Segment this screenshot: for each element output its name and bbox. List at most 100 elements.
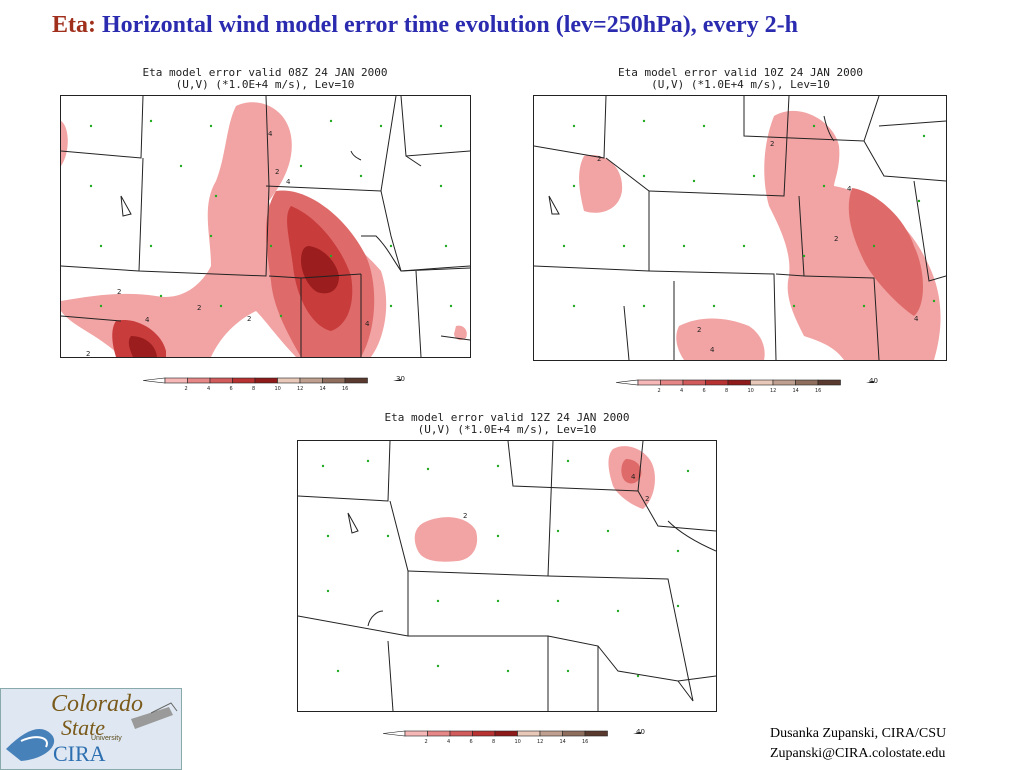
- colorbar-cell: [539, 730, 563, 737]
- contour-label: 2: [117, 288, 121, 296]
- colorbar-tick-label: 6: [470, 739, 473, 745]
- error-fill-level-2: [621, 459, 642, 484]
- panel-caption-line1: Eta model error valid 08Z 24 JAN 2000: [142, 66, 388, 79]
- colorbar-cell: [382, 730, 406, 737]
- contour-label: 4: [365, 320, 370, 328]
- map-10z: 2 2 4 2 4 2 4: [533, 95, 947, 361]
- contour-label: 4: [710, 346, 715, 354]
- error-fill-level-4: [301, 246, 339, 294]
- panel-caption-line1: Eta model error valid 12Z 24 JAN 2000: [384, 411, 630, 424]
- title-rest: Horizontal wind model error time evoluti…: [102, 12, 799, 38]
- colorbar-cell: [682, 379, 706, 386]
- author-email: Zupanski@CIRA.colostate.edu: [770, 746, 946, 761]
- colorbar-cell: [494, 730, 518, 737]
- colorbar-tick-label: 2: [425, 739, 428, 745]
- contour-label: 2: [463, 512, 467, 520]
- colorbar-tick-label: 2: [185, 386, 188, 392]
- slide-title: Eta: Horizontal wind model error time ev…: [52, 12, 798, 39]
- colorbar-cell: [750, 379, 774, 386]
- colorbar-tick-label: 6: [230, 386, 233, 392]
- colorbar-tick-label: 4: [680, 388, 683, 394]
- contour-label: 2: [834, 235, 838, 243]
- colorbar-cell: [472, 730, 496, 737]
- contour-label: 4: [631, 473, 636, 481]
- colorbar-cell: [449, 730, 473, 737]
- colorbar-cell: [232, 377, 256, 384]
- colorbar-tick-label: 10: [275, 386, 281, 392]
- colorbar-tick-label: 16: [815, 388, 821, 394]
- error-fill-level-1: [579, 155, 623, 213]
- colorbar-max-label: 30: [396, 376, 405, 383]
- colorbar-tick-label: 2: [658, 388, 661, 394]
- error-fill-level-1: [676, 318, 765, 360]
- panel-08z: Eta model error valid 08Z 24 JAN 2000 (U…: [60, 66, 471, 396]
- error-fill-level-1: [61, 121, 68, 166]
- panel-12z: Eta model error valid 12Z 24 JAN 2000 (U…: [297, 411, 717, 746]
- colorbar-cell: [209, 377, 233, 384]
- colorbar-10z: 2 4 6 8 10 12 14 16 40: [615, 378, 878, 394]
- colorbar-cell: [344, 377, 368, 384]
- colorbar-cell: [615, 379, 639, 386]
- contour-label: 2: [770, 140, 774, 148]
- logo-word-4: CIRA: [53, 741, 106, 766]
- colorbar-cell: [517, 730, 541, 737]
- contour-label: 2: [697, 326, 701, 334]
- title-lead: Eta:: [52, 12, 96, 38]
- colorbar-cell: [727, 379, 751, 386]
- colorbar-cell: [404, 730, 428, 737]
- colorbar-tick-label: 12: [770, 388, 776, 394]
- state-boundaries: [61, 96, 470, 357]
- colorbar-tick-label: 14: [560, 739, 566, 745]
- colorbar-tick-label: 10: [515, 739, 521, 745]
- colorbar-tick-label: 12: [297, 386, 303, 392]
- map-08z: 4 2 4 2 2 4 2 4 2: [60, 95, 471, 358]
- logo-word-1: Colorado: [51, 691, 144, 717]
- colorbar-cell: [795, 379, 819, 386]
- contour-label: 2: [597, 155, 601, 163]
- colorbar-tick-label: 14: [793, 388, 799, 394]
- colorbar-max-label: 40: [636, 729, 645, 736]
- author-credit: Dusanka Zupanski, CIRA/CSU Zupanski@CIRA…: [770, 724, 946, 764]
- colorbar-cell: [322, 377, 346, 384]
- contour-label: 4: [268, 130, 273, 138]
- colorbar-tick-label: 8: [492, 739, 495, 745]
- colorbar-tick-label: 4: [447, 739, 450, 745]
- contour-label: 4: [914, 315, 919, 323]
- colorbar-cell: [299, 377, 323, 384]
- contour-label: 2: [275, 168, 279, 176]
- panel-caption-line2: (U,V) (*1.0E+4 m/s), Lev=10: [651, 78, 830, 91]
- contour-label: 2: [86, 350, 90, 357]
- contour-label: 4: [145, 316, 150, 324]
- colorbar-cell: [164, 377, 188, 384]
- wind-vectors: [89, 119, 453, 318]
- colorbar-08z: 2 4 6 8 10 12 14 16 30: [142, 376, 405, 392]
- logo-word-2: State: [61, 715, 105, 740]
- colorbar-max-label: 40: [869, 378, 878, 385]
- colorbar-cell: [584, 730, 608, 737]
- colorbar-cells: [615, 379, 841, 386]
- colorbar-tick-label: 4: [207, 386, 210, 392]
- colorbar-cells: [142, 377, 368, 384]
- panel-caption-line2: (U,V) (*1.0E+4 m/s), Lev=10: [175, 78, 355, 91]
- colorbar-cell: [705, 379, 729, 386]
- contour-label: 4: [286, 178, 291, 186]
- error-fill-level-1: [454, 325, 467, 341]
- colorbar-cell: [277, 377, 301, 384]
- colorbar-cell: [817, 379, 841, 386]
- colorbar-cell: [254, 377, 278, 384]
- colorbar-cell: [142, 377, 166, 384]
- colorbar-tick-label: 6: [703, 388, 706, 394]
- error-fill-level-4: [128, 336, 157, 357]
- colorbar-tick-label: 12: [537, 739, 543, 745]
- colorbar-tick-label: 10: [748, 388, 754, 394]
- colorbar-cells: [382, 730, 608, 737]
- contour-label: 2: [247, 315, 251, 323]
- colorbar-cell: [772, 379, 796, 386]
- wind-vectors: [321, 459, 690, 678]
- colorbar-cell: [637, 379, 661, 386]
- colorbar-tick-label: 16: [582, 739, 588, 745]
- wind-vectors: [562, 119, 936, 308]
- colorbar-12z: 2 4 6 8 10 12 14 16 40: [382, 729, 645, 745]
- colorbar-cell: [187, 377, 211, 384]
- state-boundaries: [534, 96, 946, 360]
